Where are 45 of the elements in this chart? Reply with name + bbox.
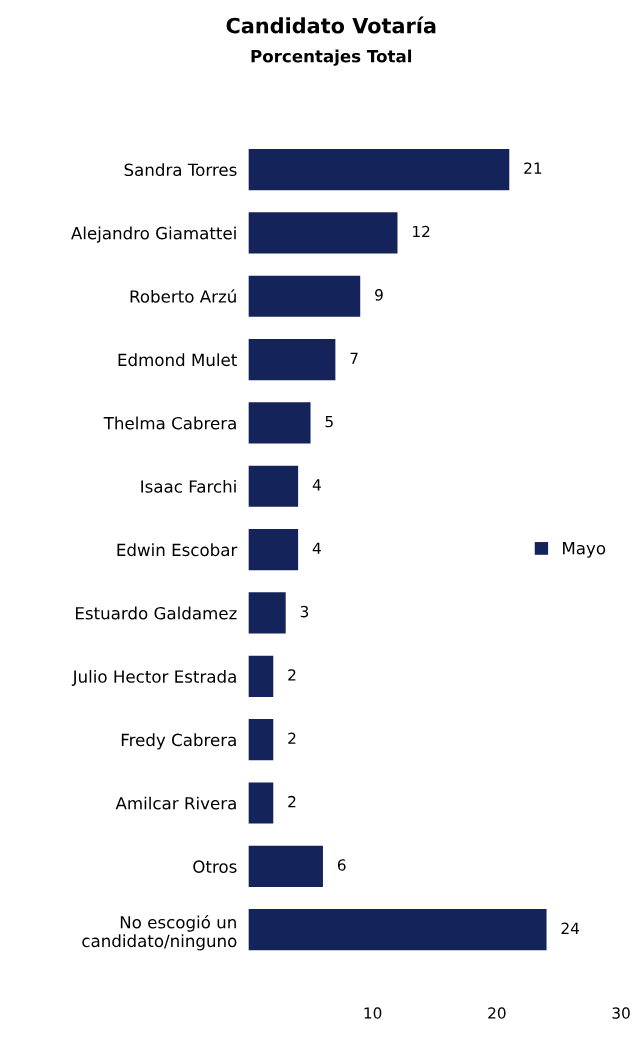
- data-label: 3: [300, 605, 309, 618]
- bar: [248, 275, 361, 317]
- y-tick-label: Edwin Escobar: [117, 543, 238, 557]
- bar: [248, 909, 547, 951]
- y-tick-label: Fredy Cabrera: [121, 733, 236, 750]
- x-tick-label: 30: [612, 1007, 630, 1019]
- y-tick-label: No escogió un candidato/ninguno: [82, 914, 237, 951]
- bar: [248, 845, 323, 887]
- data-label: 5: [325, 416, 333, 428]
- y-tick-label: Roberto Arzú: [130, 289, 236, 303]
- y-tick-label: Sandra Torres: [124, 163, 237, 177]
- bar: [248, 782, 274, 824]
- y-tick-label: Estuardo Galdamez: [76, 606, 237, 620]
- data-label: 12: [413, 225, 430, 238]
- data-label: 24: [561, 922, 580, 934]
- data-label: 4: [312, 542, 321, 554]
- data-label: 2: [288, 795, 296, 808]
- bar: [248, 338, 336, 381]
- chart-title: Candidato Votaría: [226, 16, 436, 34]
- data-label: 7: [350, 352, 358, 364]
- legend-label: Mayo: [563, 542, 606, 558]
- data-label: 9: [375, 289, 383, 301]
- bar: [248, 719, 274, 761]
- y-tick-label: Edmond Mulet: [118, 353, 237, 367]
- chart-subtitle: Porcentajes Total: [251, 49, 412, 66]
- bar: [248, 529, 299, 571]
- bar: [248, 212, 398, 254]
- data-label: 2: [288, 669, 296, 681]
- x-tick-label: 20: [488, 1007, 506, 1019]
- y-tick-label: Isaac Farchi: [141, 479, 236, 493]
- y-tick-label: Alejandro Giamattei: [71, 226, 236, 243]
- bar: [248, 402, 311, 444]
- data-label: 4: [312, 479, 321, 491]
- data-label: 21: [524, 162, 542, 174]
- bar: [248, 465, 299, 507]
- y-tick-label: Amilcar Rivera: [115, 796, 236, 810]
- bar: [248, 655, 274, 697]
- bar: [248, 148, 510, 191]
- y-tick-label: Thelma Cabrera: [103, 416, 236, 430]
- y-tick-label: Otros: [193, 860, 237, 873]
- data-label: 6: [337, 859, 346, 871]
- bar: [248, 592, 286, 634]
- x-tick-label: 10: [364, 1007, 382, 1019]
- data-label: 2: [288, 732, 296, 744]
- y-tick-label: Julio Hector Estrada: [71, 669, 236, 686]
